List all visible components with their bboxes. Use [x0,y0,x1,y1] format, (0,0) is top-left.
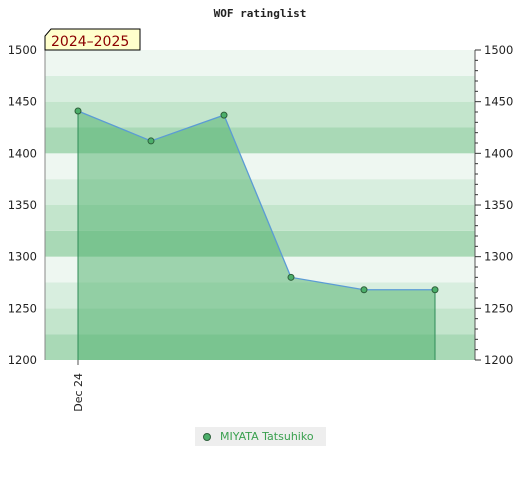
data-point [431,286,439,294]
x-axis: Dec 24 [72,360,85,412]
data-point [147,137,155,145]
y-tick-label-right: 1350 [484,198,513,212]
y-tick-label-right: 1200 [484,353,513,367]
series-area [78,110,435,360]
season-badge: 2024–2025 [44,28,141,51]
y-tick-label-left: 1450 [8,95,37,109]
y-tick-label-right: 1400 [484,146,513,160]
y-tick-label-left: 1250 [8,301,37,315]
y-axis-right: 1200 1250 1300 1350 1400 1450 1500 [474,43,513,367]
y-tick-label-right: 1300 [484,250,513,264]
chart-title: WOF ratinglist [214,7,307,20]
season-badge-box [44,28,141,51]
data-point [74,107,82,115]
background-band [45,101,475,128]
y-tick-label-left: 1500 [8,43,37,57]
y-tick-label-left: 1300 [8,250,37,264]
series-line [77,110,435,291]
background-band [45,75,475,102]
data-point [287,273,295,281]
legend-marker [203,432,211,441]
y-tick-label-left: 1400 [8,146,37,160]
area-layer [74,107,439,360]
y-axis-left: 1200 1250 1300 1350 1400 1450 1500 [8,43,46,367]
y-tick-label-right: 1250 [484,301,513,315]
data-point [360,286,368,294]
x-tick-label: Dec 24 [72,373,85,412]
season-badge-text: 2024–2025 [51,34,129,50]
legend: MIYATA Tatsuhiko [195,427,326,446]
y-tick-label-right: 1500 [484,43,513,57]
legend-series-name: MIYATA Tatsuhiko [220,430,314,443]
y-tick-label-left: 1200 [8,353,37,367]
y-tick-label-right: 1450 [484,95,513,109]
background-band [45,50,475,76]
y-tick-label-left: 1350 [8,198,37,212]
data-point [220,111,228,119]
